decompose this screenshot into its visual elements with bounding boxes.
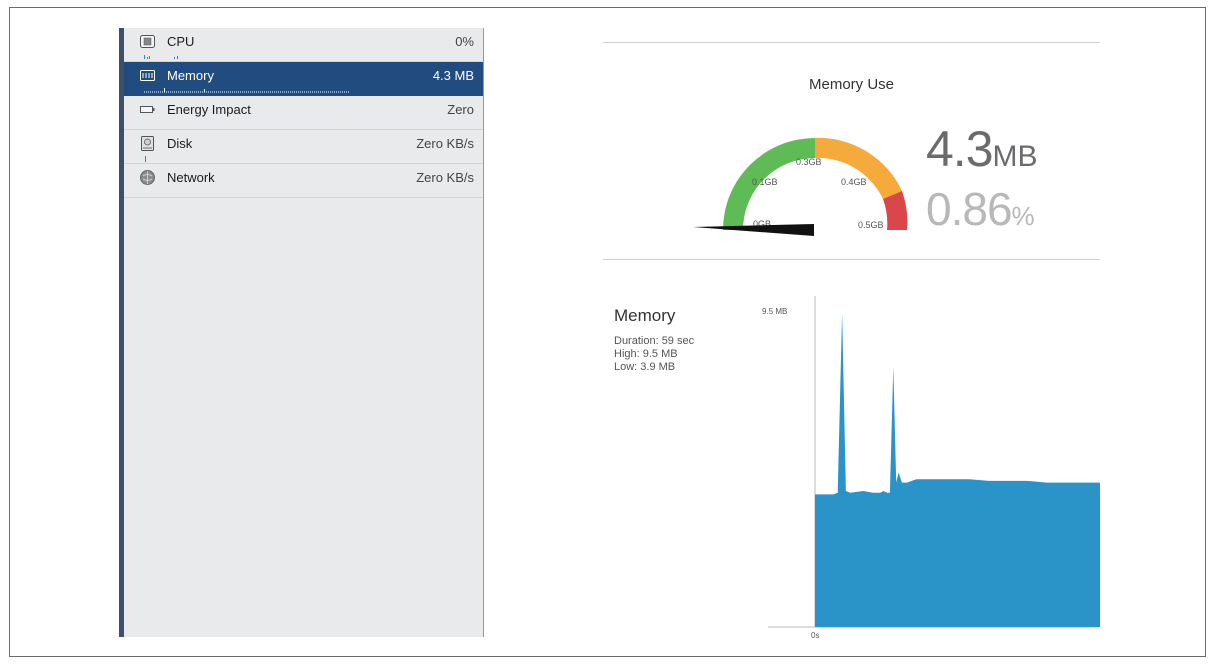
gauge-tick-1: 0.1GB	[752, 177, 778, 187]
memory-use-value: 4.3MB	[926, 121, 1038, 177]
gauge-arc-orange	[815, 137, 902, 199]
sidebar-edge	[119, 28, 124, 637]
gauge-tick-0: 0GB	[753, 219, 771, 229]
sidebar-item-value: 0%	[455, 34, 474, 49]
sidebar-item-label: Disk	[167, 136, 193, 151]
gauge-tick-4: 0.5GB	[858, 220, 884, 230]
sidebar-item-value: 4.3 MB	[432, 68, 474, 83]
chart-ymax-label: 9.5 MB	[762, 307, 787, 316]
memory-gauge: 0GB 0.1GB 0.3GB 0.4GB 0.5GB	[693, 137, 908, 236]
gauge-tick-3: 0.4GB	[841, 177, 867, 187]
memory-high: High: 9.5 MB	[614, 348, 678, 360]
sidebar-item-label: Memory	[167, 68, 214, 83]
gauge-title: Memory Use	[808, 76, 894, 93]
memory-chart: 9.5 MB 0s	[762, 296, 1100, 640]
sidebar-item-value: Zero	[447, 102, 474, 117]
network-icon	[140, 170, 155, 185]
gauge-arc-green	[723, 138, 815, 230]
sidebar-item-energy-impact[interactable]: Energy Impact Zero	[124, 96, 483, 130]
disk-icon	[141, 136, 154, 151]
sidebar-item-label: CPU	[167, 34, 195, 49]
gauge-list: CPU 0% Memory 4.3 MB	[124, 28, 483, 198]
middle-divider	[603, 259, 1100, 260]
battery-icon	[140, 106, 155, 113]
sidebar-item-value: Zero KB/s	[416, 170, 474, 185]
sidebar-item-label: Network	[167, 170, 215, 185]
gauge-needle	[693, 224, 814, 236]
gauge-arc-red	[883, 191, 908, 230]
memory-duration: Duration: 59 sec	[614, 335, 695, 347]
sidebar-item-disk[interactable]: Disk Zero KB/s	[124, 130, 483, 164]
sidebar-item-memory[interactable]: Memory 4.3 MB	[124, 62, 483, 96]
cpu-icon	[140, 35, 155, 48]
sidebar-item-cpu[interactable]: CPU 0%	[124, 28, 483, 62]
memory-area-series	[815, 313, 1100, 627]
memory-report-title: Memory	[614, 306, 676, 325]
top-divider	[603, 42, 1100, 43]
cpu-sparkline	[144, 55, 178, 59]
memory-icon	[140, 70, 155, 81]
memory-low: Low: 3.9 MB	[614, 361, 676, 373]
debug-navigator-sidebar: CPU 0% Memory 4.3 MB	[119, 28, 484, 637]
memory-use-percent: 0.86%	[926, 183, 1035, 235]
sidebar-item-label: Energy Impact	[167, 102, 251, 117]
gauge-tick-2: 0.3GB	[796, 157, 822, 167]
sidebar-item-network[interactable]: Network Zero KB/s	[124, 164, 483, 198]
sidebar-item-value: Zero KB/s	[416, 136, 474, 151]
chart-xstart-label: 0s	[811, 631, 819, 640]
memory-sparkline	[144, 88, 349, 93]
disk-sparkline	[145, 156, 146, 162]
